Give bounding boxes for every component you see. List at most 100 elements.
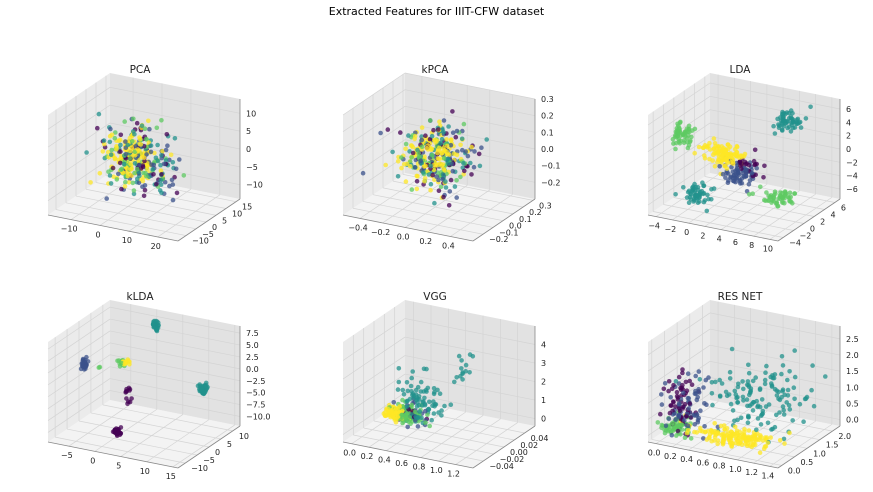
data-point [135,147,141,152]
data-point [108,152,114,157]
data-point [771,375,777,381]
data-point [701,199,707,205]
data-point [431,411,437,416]
data-point [732,388,738,394]
y-tick-label: 0.1 [519,215,532,224]
data-point [432,402,438,407]
x-tick-label: 1.0 [729,465,742,474]
data-point [675,395,681,400]
data-point [720,171,726,177]
data-point [771,192,777,198]
data-point [663,423,669,429]
data-point [408,383,414,389]
data-point [750,191,755,196]
data-point [779,354,785,359]
data-point [788,129,794,134]
x-axis-line [342,441,474,469]
data-point [432,390,437,395]
data-point [479,145,484,150]
data-point [792,396,797,402]
data-point [674,390,680,395]
x-tick-label: 0.0 [343,449,356,458]
data-point [693,373,698,379]
data-point [440,172,446,177]
x-tick-label: 0.4 [680,455,693,464]
data-point [446,161,451,166]
x-tick-label: 0.2 [664,452,677,461]
data-point [723,149,729,154]
grid-z [404,355,536,382]
data-point [95,125,100,131]
x-tick-label: 1.4 [762,471,775,480]
data-point [691,186,697,191]
data-point [425,412,430,418]
data-point [484,137,490,142]
data-point [391,400,397,405]
grid-x [704,184,768,227]
x-tick-label: 10 [122,236,132,245]
data-point [112,135,118,141]
grid-z [647,162,711,206]
data-point [719,154,724,160]
data-point [454,152,460,158]
data-point [400,420,405,426]
data-point [779,120,785,126]
data-point [161,161,167,167]
data-point [680,382,685,388]
data-point [385,406,391,412]
data-point [118,149,123,154]
data-point [747,178,753,183]
data-point [127,156,133,161]
x-tick-label: 0 [90,456,95,465]
data-point [155,142,160,148]
grid-z [47,140,111,184]
x-tick-label: −5 [61,451,73,460]
data-point [733,168,738,174]
grid-z [709,95,841,123]
data-point [777,438,783,443]
x-tick-label: 0.4 [442,241,455,250]
y-tick-label: 1.5 [826,441,839,450]
data-point [734,176,739,181]
data-point [678,422,684,428]
data-point [740,434,746,440]
data-point [117,364,123,369]
data-point [781,412,787,417]
data-point [181,173,187,178]
data-point [735,384,741,390]
data-point [687,401,693,406]
grid-x [157,194,220,238]
data-point [682,129,687,135]
data-point [745,420,751,426]
data-point [422,395,427,401]
data-point [405,424,411,430]
data-point [673,404,678,409]
data-point [757,450,763,456]
data-point [692,413,697,418]
data-point [741,386,746,392]
data-point [688,436,694,441]
data-point [798,125,804,130]
data-point [774,412,779,418]
data-point [780,404,786,409]
data-point [439,413,444,418]
data-point [765,440,771,446]
grid-z [47,330,111,374]
data-point [698,408,703,414]
data-point [113,130,118,135]
data-point [159,190,164,196]
data-point [428,163,433,169]
y-tick-label: 5 [227,440,232,449]
data-point [823,374,828,379]
data-point [737,159,743,165]
x-tick-label: 0.2 [419,237,432,246]
data-point [736,435,742,441]
x-tick-label: −10 [61,225,78,234]
data-point [159,153,164,158]
data-point [725,142,731,148]
data-point [126,180,132,185]
data-point [446,203,452,208]
data-point [673,192,678,197]
z-tick-label: 0 [246,145,251,154]
